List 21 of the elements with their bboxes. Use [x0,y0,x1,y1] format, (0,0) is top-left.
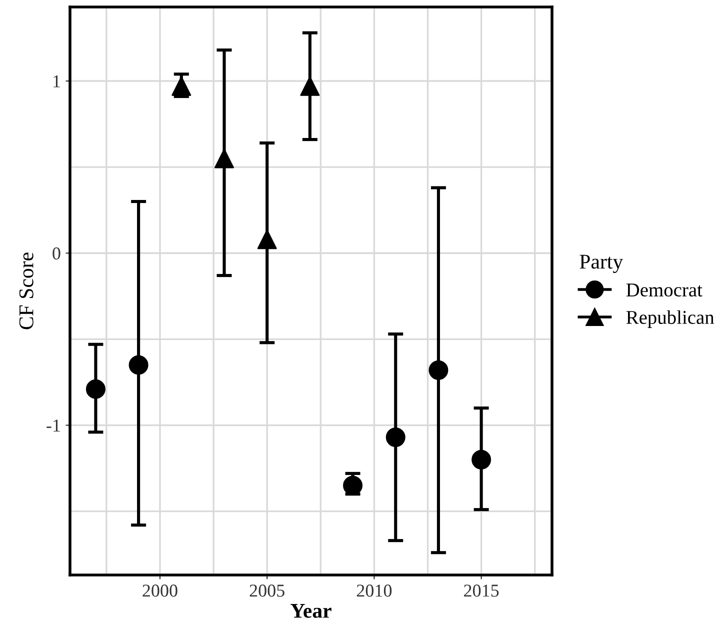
x-tick-label: 2000 [142,584,178,597]
y-tick-label: -1 [46,420,60,432]
y-tick-label: 1 [54,75,60,88]
legend-title: Party [580,254,624,273]
point [257,230,277,250]
x-tick-label: 2015 [464,584,499,597]
point [128,355,148,375]
legend-label: Republican [626,310,714,328]
x-tick-label: 2005 [250,584,284,597]
point [472,450,492,470]
point [214,148,234,168]
point [386,428,406,448]
point [428,360,448,380]
x-axis-title: Year [290,604,332,618]
y-tick-label: 0 [52,247,60,260]
point [172,76,192,96]
point [300,76,320,96]
point [86,379,106,399]
y-axis-title: CF Score [19,252,34,330]
legend-label: Democrat [626,284,702,297]
x-tick-label: 2010 [356,584,392,597]
